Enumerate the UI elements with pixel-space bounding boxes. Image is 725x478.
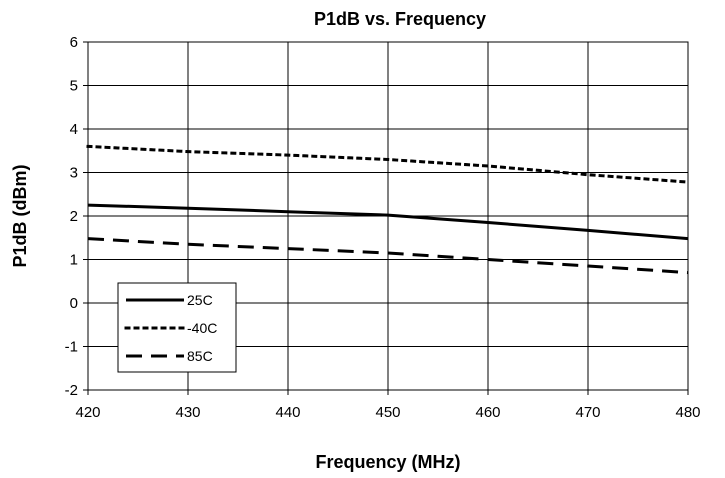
x-tick-label: 480	[675, 404, 700, 421]
legend-label: 25C	[187, 292, 213, 308]
x-axis-title: Frequency (MHz)	[315, 452, 460, 472]
y-tick-label: 2	[70, 208, 78, 225]
x-tick-labels: 420 430 440 450 460 470 480	[75, 404, 700, 421]
x-tick-label: 430	[175, 404, 200, 421]
y-tick-label: -1	[65, 339, 78, 356]
y-tick-label: 5	[70, 78, 78, 95]
x-tick-label: 470	[575, 404, 600, 421]
x-tick-label: 420	[75, 404, 100, 421]
y-axis-title: P1dB (dBm)	[10, 164, 30, 267]
y-tick-label: 0	[70, 295, 78, 312]
chart-title: P1dB vs. Frequency	[314, 9, 486, 29]
series-line-85C	[87, 237, 689, 275]
y-tick-label: 3	[70, 165, 78, 182]
x-tick-label: 440	[275, 404, 300, 421]
y-tick-label: 6	[70, 34, 78, 51]
x-tick-label: 450	[375, 404, 400, 421]
y-tick-label: -2	[65, 382, 78, 399]
x-tick-label: 460	[475, 404, 500, 421]
plot-area	[87, 41, 689, 391]
legend-label: -40C	[187, 320, 217, 336]
y-tick-labels: -2 -1 0 1 2 3 4 5 6	[65, 34, 78, 399]
legend-label: 85C	[187, 348, 213, 364]
series-lines	[86, 144, 690, 275]
series-line-40C	[86, 144, 690, 184]
y-tick-label: 4	[70, 121, 78, 138]
y-tick-label: 1	[70, 252, 78, 269]
legend: 25C -40C 85C	[117, 282, 237, 373]
series-line-25C	[87, 203, 689, 241]
